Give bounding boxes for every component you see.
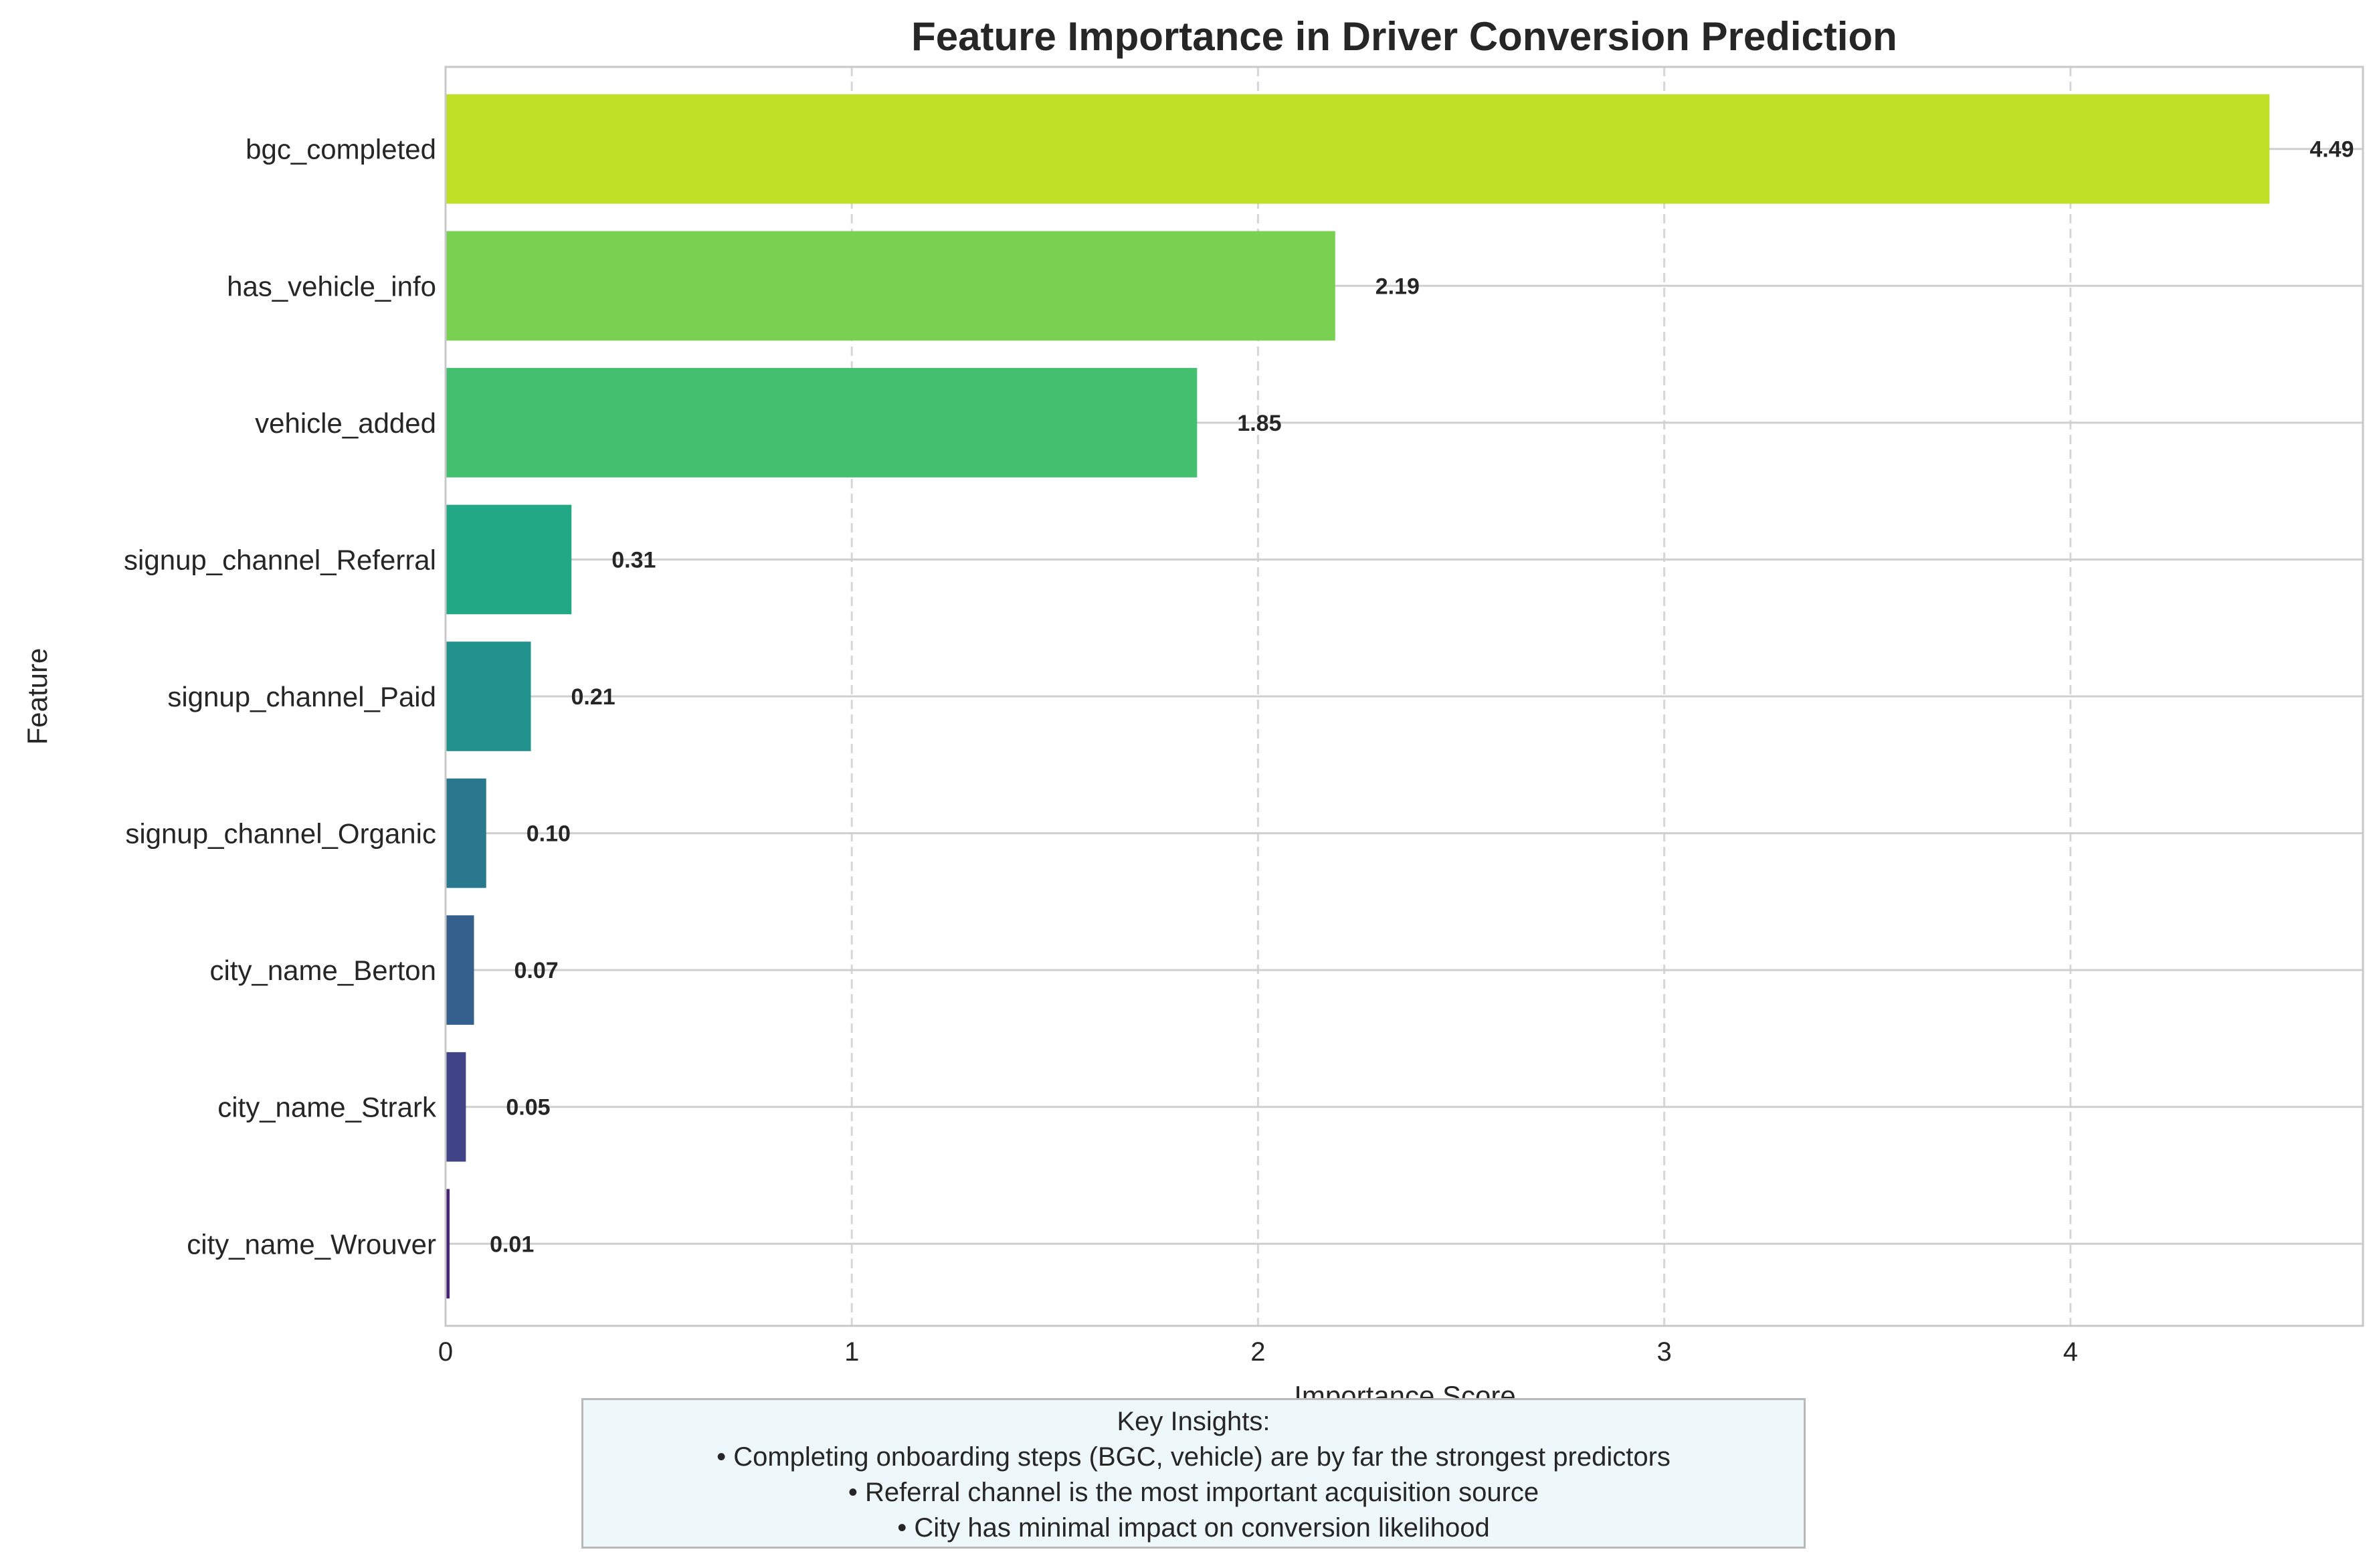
- y-tick-label: city_name_Berton: [209, 955, 436, 986]
- chart-title: Feature Importance in Driver Conversion …: [911, 14, 1897, 59]
- data-label-signup_channel_Organic: 0.10: [527, 821, 571, 847]
- bar-vehicle_added: [446, 368, 1198, 478]
- y-tick-label: city_name_Wrouver: [187, 1228, 436, 1260]
- x-tick-label: 1: [844, 1337, 859, 1367]
- data-label-city_name_Berton: 0.07: [514, 958, 559, 983]
- data-label-signup_channel_Paid: 0.21: [571, 684, 615, 710]
- data-label-vehicle_added: 1.85: [1237, 411, 1281, 436]
- y-tick-label: signup_channel_Referral: [124, 544, 436, 575]
- data-labels: 4.49 2.19 1.85 0.31 0.21 0.10 0.07 0.05 0.01: [490, 137, 2354, 1258]
- data-label-has_vehicle_info: 2.19: [1375, 274, 1420, 299]
- x-tick-label: 3: [1656, 1337, 1671, 1367]
- y-tick-labels: bgc_completed has_vehicle_info vehicle_add…: [124, 134, 437, 1260]
- bar-signup_channel_Referral: [446, 504, 572, 615]
- bar-city_name_Wrouver: [446, 1189, 450, 1299]
- x-tick-label: 0: [438, 1337, 453, 1367]
- bar-city_name_Berton: [446, 915, 474, 1025]
- insight-line: • Completing onboarding steps (BGC, vehi…: [717, 1442, 1671, 1472]
- bar-city_name_Strark: [446, 1052, 466, 1162]
- bar-has_vehicle_info: [446, 231, 1335, 341]
- x-tick-labels: 0 1 2 3 4: [438, 1337, 2078, 1367]
- y-axis-label: Feature: [21, 648, 53, 745]
- bar-bgc_completed: [446, 94, 2270, 204]
- insight-line: • Referral channel is the most important…: [848, 1478, 1539, 1507]
- x-tick-label: 2: [1250, 1337, 1265, 1367]
- data-label-city_name_Strark: 0.05: [506, 1095, 550, 1120]
- insight-line: • City has minimal impact on conversion …: [897, 1513, 1490, 1543]
- data-label-signup_channel_Referral: 0.31: [611, 547, 656, 573]
- insights-title: Key Insights:: [1117, 1407, 1270, 1436]
- data-label-bgc_completed: 4.49: [2309, 137, 2354, 163]
- bars: [446, 94, 2270, 1299]
- y-tick-label: has_vehicle_info: [227, 270, 436, 302]
- plot-frame: [444, 66, 2364, 1327]
- y-tick-label: signup_channel_Organic: [125, 818, 436, 850]
- bar-signup_channel_Paid: [446, 642, 531, 751]
- bar-signup_channel_Organic: [446, 778, 486, 888]
- x-tick-label: 4: [2063, 1337, 2078, 1367]
- y-tick-label: city_name_Strark: [217, 1092, 437, 1123]
- y-tick-label: vehicle_added: [255, 407, 436, 439]
- y-tick-label: bgc_completed: [246, 134, 436, 165]
- key-insights-box: Key Insights: • Completing onboarding st…: [581, 1398, 1806, 1549]
- data-label-city_name_Wrouver: 0.01: [490, 1232, 534, 1257]
- y-tick-label: signup_channel_Paid: [167, 681, 436, 712]
